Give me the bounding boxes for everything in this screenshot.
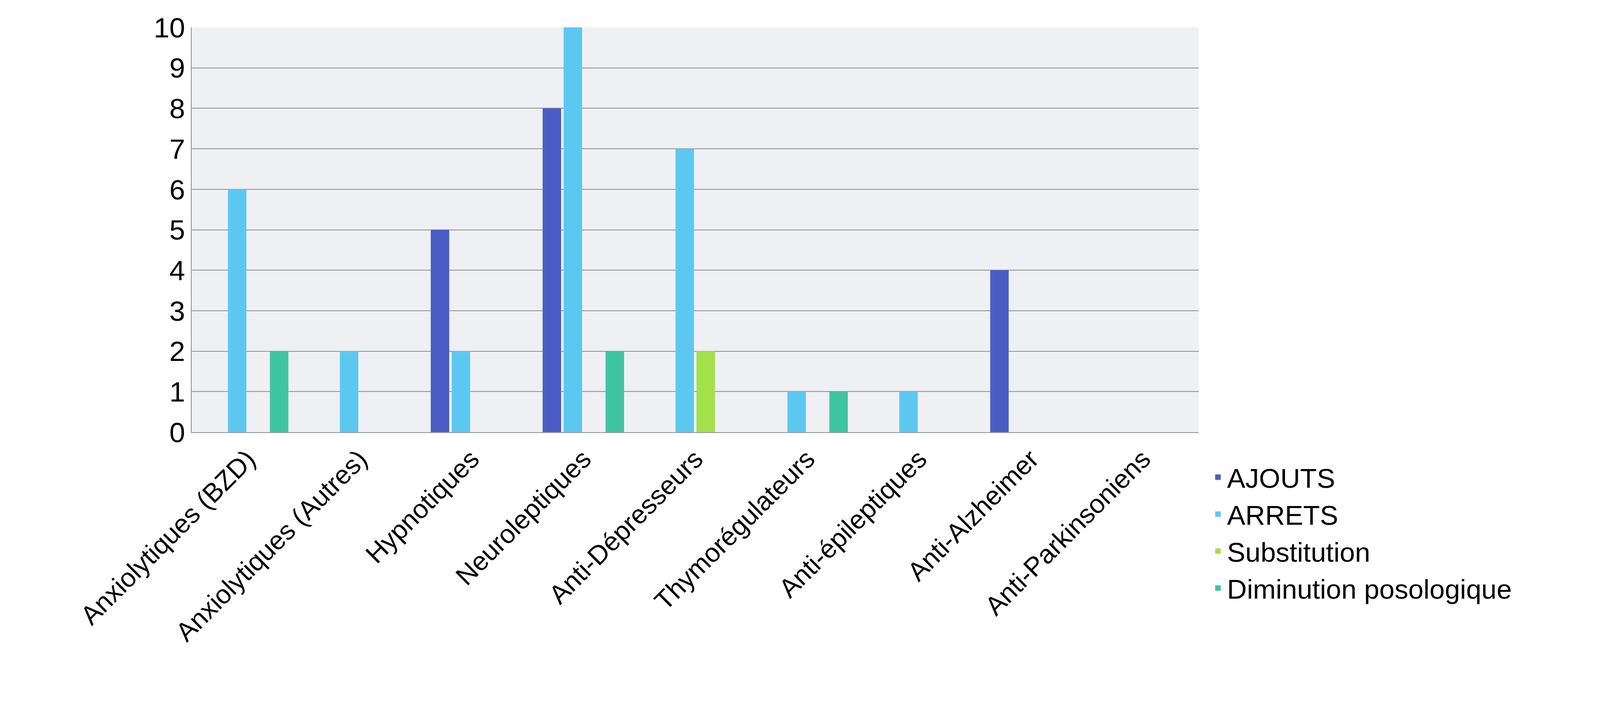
svg-text:Anti-épileptiques: Anti-épileptiques [772, 444, 933, 604]
svg-text:8: 8 [169, 92, 185, 125]
svg-text:Hypnotiques: Hypnotiques [359, 444, 485, 570]
svg-text:Anxiolytiques (Autres): Anxiolytiques (Autres) [169, 444, 373, 648]
svg-text:Anti-Parkinsoniens: Anti-Parkinsoniens [979, 444, 1157, 622]
svg-text:10: 10 [153, 11, 186, 44]
svg-text:AJOUTS: AJOUTS [1227, 463, 1336, 494]
svg-text:9: 9 [169, 52, 185, 84]
svg-text:7: 7 [169, 133, 185, 165]
svg-text:4: 4 [169, 254, 185, 287]
svg-text:1: 1 [169, 376, 185, 408]
svg-text:Anti-Alzheimer: Anti-Alzheimer [901, 444, 1045, 588]
svg-text:Thymorégulateurs: Thymorégulateurs [648, 444, 821, 616]
svg-text:Neuroleptiques: Neuroleptiques [449, 444, 597, 592]
svg-text:5: 5 [169, 214, 185, 246]
svg-text:3: 3 [169, 295, 185, 327]
svg-text:Diminution posologique: Diminution posologique [1227, 574, 1512, 605]
svg-text:Substitution: Substitution [1227, 537, 1371, 568]
svg-text:2: 2 [169, 335, 185, 368]
svg-text:6: 6 [169, 173, 185, 206]
svg-text:Anxiolytiques (BZD): Anxiolytiques (BZD) [74, 444, 261, 631]
svg-text:0: 0 [169, 416, 185, 449]
svg-text:ARRETS: ARRETS [1227, 500, 1338, 531]
svg-text:Anti-Dépresseurs: Anti-Dépresseurs [542, 444, 709, 610]
